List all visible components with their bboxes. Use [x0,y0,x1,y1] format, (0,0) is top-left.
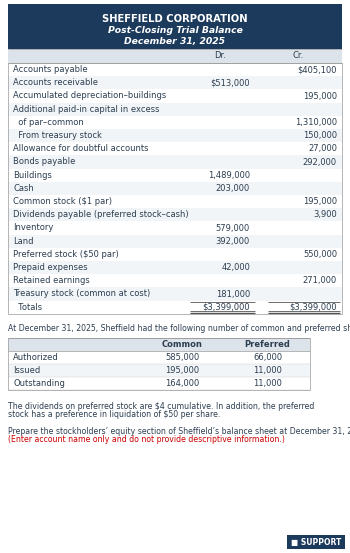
Bar [8,49,342,63]
Bar [8,221,342,234]
Text: Prepare the stockholders’ equity section of Sheffield’s balance sheet at Decembe: Prepare the stockholders’ equity section… [8,427,350,436]
Text: 150,000: 150,000 [303,131,337,140]
Text: Totals: Totals [13,302,42,312]
Bar [8,195,342,208]
Text: Land: Land [13,237,34,246]
Text: Post-Closing Trial Balance: Post-Closing Trial Balance [107,26,243,35]
Bar [8,301,342,314]
Text: 3,900: 3,900 [313,210,337,220]
Text: Issued: Issued [13,366,40,375]
Text: 195,000: 195,000 [303,91,337,101]
Text: $3,399,000: $3,399,000 [289,302,337,312]
Bar [8,261,342,274]
Text: December 31, 2025: December 31, 2025 [125,37,225,46]
Text: 292,000: 292,000 [303,158,337,166]
Text: (Enter account name only and do not provide descriptive information.): (Enter account name only and do not prov… [8,435,285,444]
Text: 195,000: 195,000 [166,366,199,375]
Text: Dr.: Dr. [214,51,226,60]
Text: Cash: Cash [13,184,34,193]
Bar [8,234,342,248]
Text: 66,000: 66,000 [253,353,282,362]
Bar [8,63,342,76]
Bar [8,90,342,103]
Text: Treasury stock (common at cost): Treasury stock (common at cost) [13,290,150,299]
Bar [8,116,342,129]
Text: 392,000: 392,000 [216,237,250,246]
Text: Allowance for doubtful accounts: Allowance for doubtful accounts [13,144,148,153]
Bar [8,76,342,90]
Bar [8,351,310,364]
Bar [8,364,310,377]
Text: Inventory: Inventory [13,223,53,232]
Text: 271,000: 271,000 [303,276,337,285]
Text: Dividends payable (preferred stock–cash): Dividends payable (preferred stock–cash) [13,210,189,220]
Text: The dividends on preferred stock are $4 cumulative. In addition, the preferred: The dividends on preferred stock are $4 … [8,402,314,411]
Bar [8,4,342,49]
Text: At December 31, 2025, Sheffield had the following number of common and preferred: At December 31, 2025, Sheffield had the … [8,324,350,333]
Bar [8,288,342,301]
Bar [8,274,342,288]
Bar [8,169,342,182]
Text: From treasury stock: From treasury stock [13,131,102,140]
Bar [8,377,310,390]
Text: 27,000: 27,000 [308,144,337,153]
Text: Bonds payable: Bonds payable [13,158,75,166]
Text: Prepaid expenses: Prepaid expenses [13,263,88,272]
Text: Outstanding: Outstanding [13,379,65,388]
Text: of par–common: of par–common [13,118,84,127]
Bar [8,182,342,195]
Text: 195,000: 195,000 [303,197,337,206]
Text: Accounts receivable: Accounts receivable [13,79,98,87]
Bar [8,248,342,261]
Text: 1,489,000: 1,489,000 [208,171,250,180]
Text: Preferred stock ($50 par): Preferred stock ($50 par) [13,250,119,259]
Text: 11,000: 11,000 [253,366,282,375]
Text: Buildings: Buildings [13,171,52,180]
Text: SHEFFIELD CORPORATION: SHEFFIELD CORPORATION [102,14,248,24]
Bar [287,535,345,549]
Text: $513,000: $513,000 [210,79,250,87]
Text: Accounts payable: Accounts payable [13,65,88,74]
Text: 1,310,000: 1,310,000 [295,118,337,127]
Text: Common: Common [162,340,203,349]
Bar [8,129,342,142]
Text: Additional paid-in capital in excess: Additional paid-in capital in excess [13,105,160,114]
Text: stock has a preference in liquidation of $50 per share.: stock has a preference in liquidation of… [8,410,220,419]
Bar [8,155,342,169]
Text: 550,000: 550,000 [303,250,337,259]
Text: Preferred: Preferred [245,340,290,349]
Text: Common stock ($1 par): Common stock ($1 par) [13,197,112,206]
Text: $3,399,000: $3,399,000 [202,302,250,312]
Text: 181,000: 181,000 [216,290,250,299]
Text: 585,000: 585,000 [165,353,199,362]
Text: 579,000: 579,000 [216,223,250,232]
Text: 11,000: 11,000 [253,379,282,388]
Text: Authorized: Authorized [13,353,59,362]
Bar [8,142,342,155]
Bar [8,103,342,116]
Text: $405,100: $405,100 [298,65,337,74]
Text: 42,000: 42,000 [221,263,250,272]
Text: ■ SUPPORT: ■ SUPPORT [291,538,341,546]
Text: 164,000: 164,000 [165,379,199,388]
Bar [8,338,310,351]
Text: Cr.: Cr. [292,51,304,60]
Text: Retained earnings: Retained earnings [13,276,90,285]
Text: Accumulated depreciation–buildings: Accumulated depreciation–buildings [13,91,166,101]
Text: 203,000: 203,000 [216,184,250,193]
Bar [8,208,342,221]
